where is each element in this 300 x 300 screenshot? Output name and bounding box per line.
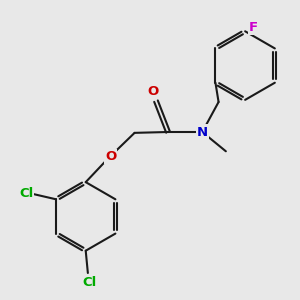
Text: O: O [105,150,116,164]
Text: Cl: Cl [19,187,33,200]
Text: F: F [249,20,258,34]
Text: N: N [197,125,208,139]
Text: Cl: Cl [82,276,97,289]
Text: O: O [148,85,159,98]
